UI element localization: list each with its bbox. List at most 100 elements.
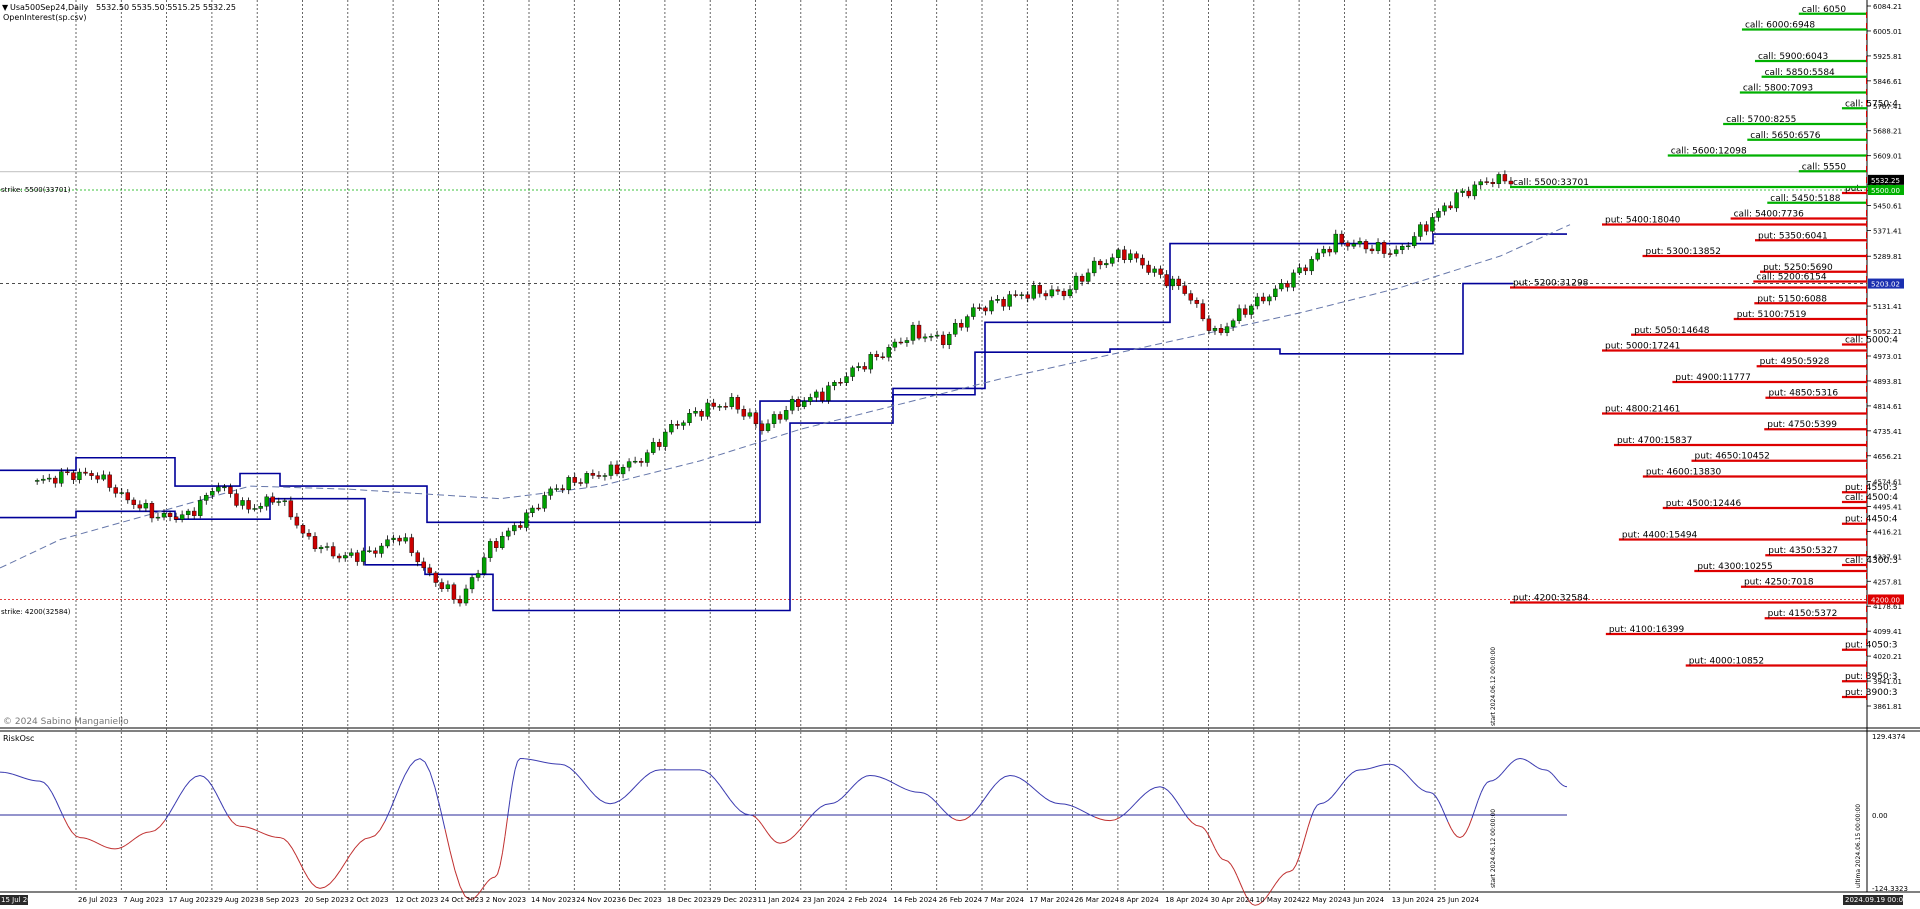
osc-segment xyxy=(919,791,925,794)
osc-segment xyxy=(354,842,361,849)
price-label: 4735.41 xyxy=(1873,428,1902,436)
osc-segment xyxy=(779,841,786,844)
time-label: 17 Aug 2023 xyxy=(169,896,214,904)
price-label: 4020.21 xyxy=(1873,653,1902,661)
candle-up xyxy=(693,410,698,414)
candle-up xyxy=(324,546,330,548)
osc-segment xyxy=(364,837,371,840)
candle-up xyxy=(264,496,269,507)
osc-segment xyxy=(1004,774,1011,778)
osc-segment xyxy=(394,785,401,799)
osc-segment xyxy=(1236,875,1241,883)
ohlc-values: 5532.50 5535.50 5515.25 5532.25 xyxy=(96,3,236,12)
osc-segment xyxy=(1316,803,1321,806)
put-oi-label: put: 5250:5690 xyxy=(1763,263,1833,273)
time-label: 14 Nov 2023 xyxy=(531,896,576,904)
osc-segment xyxy=(194,775,201,778)
osc-segment xyxy=(414,758,421,761)
put-oi-label: put: 4650:10452 xyxy=(1694,452,1769,462)
candle-up xyxy=(210,491,215,496)
osc-segment xyxy=(1251,903,1256,906)
osc-segment xyxy=(994,779,1001,786)
osc-segment xyxy=(67,825,73,833)
candle-down xyxy=(228,486,233,494)
osc-segment xyxy=(1134,798,1141,805)
oi-edge-tick xyxy=(1866,661,1867,667)
time-label: 12 Oct 2023 xyxy=(395,896,438,904)
candle-down xyxy=(1345,242,1351,247)
svg-text:▼: ▼ xyxy=(2,3,9,12)
osc-segment xyxy=(1163,787,1169,791)
candle-up xyxy=(185,510,191,515)
osc-segment xyxy=(1069,804,1076,808)
candle-down xyxy=(916,324,922,339)
osc-segment xyxy=(899,786,906,790)
osc-segment xyxy=(1339,781,1345,788)
osc-segment xyxy=(969,810,976,817)
call-oi-label: call: 5650:6576 xyxy=(1750,131,1820,141)
osc-segment xyxy=(829,802,835,805)
oi-edge-tick xyxy=(1866,23,1867,29)
candle-up xyxy=(463,588,469,604)
osc-segment xyxy=(833,800,839,804)
osc-segment xyxy=(243,826,249,828)
candle-down xyxy=(1188,293,1194,301)
candle-down xyxy=(107,474,112,488)
time-label: 11 Jan 2024 xyxy=(758,896,801,904)
osc-segment xyxy=(794,829,801,836)
osc-segment xyxy=(1393,764,1399,768)
osc-segment xyxy=(535,760,541,762)
price-label: 5371.41 xyxy=(1873,228,1902,236)
osc-segment xyxy=(477,891,481,896)
osc-segment xyxy=(1522,758,1526,761)
candle-up xyxy=(1230,320,1236,327)
osc-segment xyxy=(1279,874,1284,879)
osc-segment xyxy=(1377,764,1382,767)
oi-edge-tick xyxy=(1866,496,1867,502)
candle-down xyxy=(1484,181,1489,183)
candle-up xyxy=(361,550,366,562)
candle-down xyxy=(614,464,620,475)
candle-down xyxy=(838,382,843,384)
candle-up xyxy=(1255,296,1260,307)
candle-up xyxy=(258,506,263,509)
time-label: 8 Sep 2023 xyxy=(259,896,299,904)
osc-segment xyxy=(865,774,871,777)
osc-segment xyxy=(589,789,596,796)
put-oi-label: put: 4950:5928 xyxy=(1760,357,1830,367)
osc-segment xyxy=(761,824,766,830)
put-oi-label: put: 5350:6041 xyxy=(1758,231,1828,241)
osc-segment xyxy=(1230,864,1235,870)
candle-down xyxy=(578,482,583,484)
candle-down xyxy=(590,473,596,476)
candle-up xyxy=(729,397,734,407)
candle-down xyxy=(71,472,76,480)
candle-down xyxy=(1206,318,1212,331)
oi-edge-tick xyxy=(1866,287,1867,293)
osc-segment xyxy=(497,865,501,875)
call-oi-label: call: 5900:6043 xyxy=(1758,52,1828,62)
osc-segment xyxy=(1459,835,1464,839)
osc-segment xyxy=(853,780,859,786)
candle-up xyxy=(1418,224,1423,237)
osc-segment xyxy=(704,770,711,775)
osc-segment xyxy=(849,784,855,790)
candle-down xyxy=(699,410,704,417)
osc-segment xyxy=(287,842,293,849)
candle-up xyxy=(1412,236,1417,247)
oi-edge-tick xyxy=(1866,397,1867,403)
candle-up xyxy=(1406,245,1411,248)
candle-down xyxy=(898,341,904,344)
osc-segment xyxy=(714,778,721,786)
call-oi-label: call: 5750:4 xyxy=(1845,99,1898,109)
osc-segment xyxy=(164,812,171,821)
osc-segment xyxy=(311,883,317,888)
put-oi-label: put: 4900:11777 xyxy=(1675,373,1750,383)
osc-segment xyxy=(3,771,9,774)
osc-segment xyxy=(51,792,57,801)
osc-segment xyxy=(1489,780,1494,782)
osc-axis-label: 0.00 xyxy=(1872,812,1888,820)
osc-segment xyxy=(389,797,396,811)
osc-segment xyxy=(1534,765,1538,768)
